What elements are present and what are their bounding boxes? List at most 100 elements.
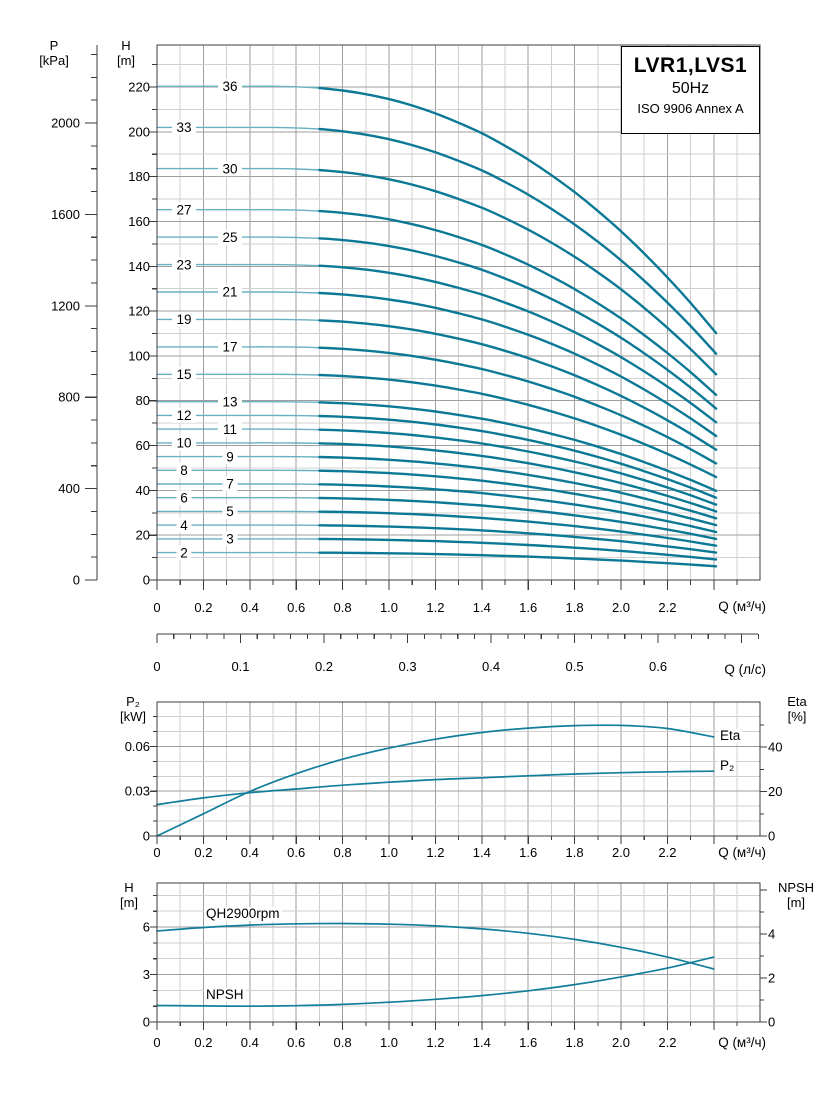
stage-curve-label-23: 23 bbox=[176, 257, 191, 272]
bot-x-label-0.6: 0.6 bbox=[287, 1035, 305, 1050]
stage-curve-label-8: 8 bbox=[180, 463, 188, 478]
stage-curve-label-bg-21 bbox=[218, 284, 242, 300]
curve-p bbox=[156, 770, 715, 806]
head-axis-title: H [m] bbox=[102, 38, 150, 68]
main-h-label-220: 220 bbox=[128, 80, 150, 95]
flow-axis-label-main: Q (м³/ч) bbox=[718, 599, 766, 614]
mid-x-label-0: 0 bbox=[153, 845, 160, 860]
stage-curve-23-dark bbox=[318, 264, 718, 424]
stage-curve-label-bg-27 bbox=[172, 202, 196, 218]
main-x-label-2.2: 2.2 bbox=[658, 600, 676, 615]
ls-label-0.5: 0.5 bbox=[566, 659, 584, 674]
mid-x-label-1.0: 1.0 bbox=[380, 845, 398, 860]
main-x-label-1.0: 1.0 bbox=[380, 600, 398, 615]
pressure-axis-title: P [kPa] bbox=[28, 38, 80, 68]
stage-curve-12-dark bbox=[318, 414, 718, 499]
bot-right-label-2: 2 bbox=[768, 971, 775, 986]
mid-x-label-2.2: 2.2 bbox=[658, 845, 676, 860]
stage-curve-label-15: 15 bbox=[176, 367, 191, 382]
stage-curve-label-27: 27 bbox=[176, 202, 191, 217]
mid-left-label-0: 0 bbox=[143, 829, 150, 844]
stage-curve-label-9: 9 bbox=[226, 449, 234, 464]
main-x-label-1.8: 1.8 bbox=[566, 600, 584, 615]
stage-curve-label-3: 3 bbox=[226, 532, 234, 547]
head-small-axis-title: H [m] bbox=[105, 880, 153, 910]
head-small-axis-symbol: H bbox=[124, 880, 134, 895]
main-x-label-1.6: 1.6 bbox=[519, 600, 537, 615]
mid-x-label-1.2: 1.2 bbox=[426, 845, 444, 860]
bot-x-label-0: 0 bbox=[153, 1035, 160, 1050]
title-box: LVR1,LVS1 50Hz ISO 9906 Annex A bbox=[621, 46, 760, 134]
stage-curve-label-17: 17 bbox=[222, 340, 237, 355]
mid-right-label-40: 40 bbox=[768, 740, 782, 755]
main-h-label-60: 60 bbox=[136, 438, 150, 453]
main-x-label-1.4: 1.4 bbox=[473, 600, 491, 615]
bot-x-label-2.2: 2.2 bbox=[658, 1035, 676, 1050]
stage-curve-label-21: 21 bbox=[222, 285, 237, 300]
stage-curve-25-dark bbox=[318, 237, 718, 410]
stage-curve-2-dark bbox=[318, 551, 718, 568]
ls-label-0.3: 0.3 bbox=[399, 659, 417, 674]
stage-curve-label-bg-30 bbox=[218, 161, 242, 177]
bot-x-label-2.0: 2.0 bbox=[612, 1035, 630, 1050]
npsh-axis-title: NPSH [m] bbox=[770, 880, 822, 910]
stage-curve-3-dark bbox=[318, 537, 718, 561]
stage-curve-label-bg-5 bbox=[222, 503, 238, 519]
pressure-label-1200: 1200 bbox=[51, 298, 80, 313]
bot-x-label-0.4: 0.4 bbox=[241, 1035, 259, 1050]
mid-right-label-20: 20 bbox=[768, 784, 782, 799]
bot-left-label-6: 6 bbox=[143, 920, 150, 935]
bot-right-label-4: 4 bbox=[768, 927, 775, 942]
eta-curve-tag: Eta bbox=[718, 728, 743, 743]
stage-curve-label-bg-6 bbox=[176, 490, 192, 506]
mid-x-label-0.8: 0.8 bbox=[334, 845, 352, 860]
ls-label-0.2: 0.2 bbox=[315, 659, 333, 674]
eta-axis-symbol: Eta bbox=[787, 694, 807, 709]
stage-curve-30-dark bbox=[318, 168, 718, 376]
stage-curve-label-25: 25 bbox=[222, 230, 237, 245]
pressure-label-800: 800 bbox=[58, 390, 80, 405]
stage-curve-label-bg-25 bbox=[218, 229, 242, 245]
stage-curve-label-bg-10 bbox=[172, 435, 196, 451]
power-axis-symbol: P₂ bbox=[126, 694, 140, 709]
curve-qh2900rpm bbox=[156, 922, 715, 970]
ls-label-0: 0 bbox=[153, 659, 160, 674]
stage-curve-label-13: 13 bbox=[222, 394, 237, 409]
test-standard: ISO 9906 Annex A bbox=[637, 101, 744, 116]
pressure-axis-unit: [kPa] bbox=[39, 53, 69, 68]
flow-axis-label-ls: Q (л/с) bbox=[724, 662, 766, 677]
npsh-axis-unit: [m] bbox=[786, 895, 806, 910]
pressure-label-0: 0 bbox=[73, 573, 80, 588]
stage-curve-label-2: 2 bbox=[180, 545, 188, 560]
stage-curve-label-6: 6 bbox=[180, 490, 188, 505]
head-small-axis-unit: [m] bbox=[119, 895, 139, 910]
bot-x-label-1.0: 1.0 bbox=[380, 1035, 398, 1050]
stage-curve-17-dark bbox=[318, 346, 718, 465]
stage-curve-7-dark bbox=[318, 483, 718, 534]
flow-axis-label-bottom: Q (м³/ч) bbox=[718, 1035, 766, 1050]
ls-label-0.6: 0.6 bbox=[649, 659, 667, 674]
main-h-label-140: 140 bbox=[128, 259, 150, 274]
stage-curve-27-dark bbox=[318, 209, 718, 397]
stage-curve-label-30: 30 bbox=[222, 161, 237, 176]
stage-curve-9-dark bbox=[318, 455, 718, 520]
stage-curve-8-dark bbox=[318, 469, 718, 527]
head-axis-symbol: H bbox=[121, 38, 131, 53]
stage-curve-label-bg-3 bbox=[222, 531, 238, 547]
stage-curve-label-bg-23 bbox=[172, 257, 196, 273]
mid-x-label-1.4: 1.4 bbox=[473, 845, 491, 860]
stage-curve-21-dark bbox=[318, 291, 718, 438]
qh-curve-tag: QH2900rpm bbox=[204, 906, 282, 921]
main-h-label-160: 160 bbox=[128, 214, 150, 229]
main-x-label-1.2: 1.2 bbox=[426, 600, 444, 615]
flow-axis-label-mid: Q (м³/ч) bbox=[718, 845, 766, 860]
pressure-axis-symbol: P bbox=[49, 38, 59, 53]
eta-axis-unit: [%] bbox=[787, 709, 807, 724]
stage-curve-label-11: 11 bbox=[223, 422, 237, 437]
stage-curve-label-bg-12 bbox=[172, 407, 196, 423]
curve-npsh bbox=[156, 956, 715, 1008]
main-x-label-0.2: 0.2 bbox=[194, 600, 212, 615]
main-h-label-100: 100 bbox=[128, 348, 150, 363]
stage-curve-label-bg-15 bbox=[172, 366, 196, 382]
stage-curve-label-36: 36 bbox=[222, 79, 237, 94]
